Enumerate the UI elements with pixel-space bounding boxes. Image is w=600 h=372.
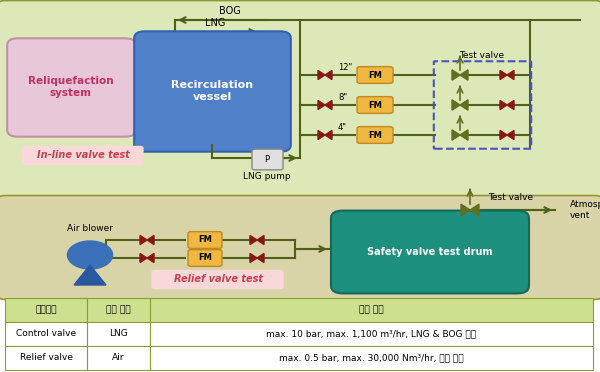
Polygon shape — [325, 100, 332, 109]
Polygon shape — [460, 130, 468, 140]
FancyBboxPatch shape — [0, 196, 600, 299]
Bar — [150, 322, 593, 346]
Text: Atmospheric
vent: Atmospheric vent — [570, 200, 600, 220]
Text: Safety valve test drum: Safety valve test drum — [367, 247, 493, 257]
Polygon shape — [452, 70, 460, 80]
Bar — [87, 322, 150, 346]
FancyBboxPatch shape — [0, 0, 600, 199]
Text: Air blower: Air blower — [67, 224, 113, 233]
Bar — [5, 346, 87, 370]
Text: Relief valve test: Relief valve test — [173, 274, 263, 284]
Text: Test valve: Test valve — [488, 193, 533, 202]
Polygon shape — [452, 130, 460, 140]
Polygon shape — [460, 100, 468, 110]
Text: LNG: LNG — [109, 330, 128, 339]
Text: FM: FM — [198, 253, 212, 263]
Polygon shape — [500, 131, 507, 140]
Text: 작동 유체: 작동 유체 — [106, 305, 131, 314]
FancyBboxPatch shape — [188, 232, 222, 248]
Polygon shape — [325, 131, 332, 140]
Polygon shape — [257, 235, 264, 244]
Text: LNG: LNG — [205, 18, 225, 28]
Text: Air: Air — [112, 353, 125, 362]
Polygon shape — [250, 235, 257, 244]
Text: FM: FM — [198, 235, 212, 244]
Text: 8": 8" — [338, 93, 347, 102]
Bar — [87, 346, 150, 370]
Polygon shape — [470, 204, 479, 216]
Polygon shape — [318, 100, 325, 109]
Text: BOG: BOG — [219, 6, 241, 16]
Polygon shape — [452, 100, 460, 110]
Polygon shape — [147, 235, 154, 244]
Text: 12": 12" — [338, 63, 352, 72]
FancyBboxPatch shape — [331, 211, 529, 294]
Text: Recirculation
vessel: Recirculation vessel — [171, 80, 253, 102]
Polygon shape — [74, 265, 106, 285]
Polygon shape — [140, 253, 147, 263]
Polygon shape — [460, 70, 468, 80]
Text: Test valve: Test valve — [460, 51, 505, 60]
Text: FM: FM — [368, 131, 382, 140]
FancyBboxPatch shape — [7, 38, 136, 137]
Polygon shape — [318, 70, 325, 80]
Text: Control valve: Control valve — [16, 330, 76, 339]
Text: FM: FM — [368, 71, 382, 80]
Text: Relief valve: Relief valve — [19, 353, 73, 362]
Text: P: P — [265, 154, 269, 164]
Text: In-line valve test: In-line valve test — [37, 150, 130, 160]
Bar — [5, 298, 87, 322]
Polygon shape — [140, 235, 147, 244]
Text: max. 10 bar, max. 1,100 m³/hr, LNG & BOG 회수: max. 10 bar, max. 1,100 m³/hr, LNG & BOG… — [266, 330, 476, 339]
Text: LNG pump: LNG pump — [243, 172, 291, 181]
Bar — [150, 298, 593, 322]
Polygon shape — [500, 70, 507, 80]
Polygon shape — [500, 100, 507, 109]
FancyBboxPatch shape — [188, 250, 222, 266]
Text: 시험 조건: 시험 조건 — [359, 305, 384, 314]
Bar — [5, 322, 87, 346]
Polygon shape — [257, 253, 264, 263]
Polygon shape — [507, 100, 514, 109]
FancyBboxPatch shape — [22, 146, 143, 165]
Text: 4": 4" — [338, 123, 347, 132]
Bar — [87, 298, 150, 322]
Text: Reliquefaction
system: Reliquefaction system — [28, 76, 114, 98]
Text: FM: FM — [368, 100, 382, 109]
Polygon shape — [147, 253, 154, 263]
FancyBboxPatch shape — [357, 67, 393, 83]
Polygon shape — [461, 204, 470, 216]
Polygon shape — [507, 131, 514, 140]
Polygon shape — [250, 253, 257, 263]
Text: max. 0.5 bar, max. 30,000 Nm³/hr, 대기 방출: max. 0.5 bar, max. 30,000 Nm³/hr, 대기 방출 — [279, 353, 464, 362]
Bar — [150, 346, 593, 370]
FancyBboxPatch shape — [151, 270, 284, 289]
Polygon shape — [318, 131, 325, 140]
Circle shape — [67, 241, 113, 269]
FancyBboxPatch shape — [357, 97, 393, 113]
Polygon shape — [507, 70, 514, 80]
Polygon shape — [325, 70, 332, 80]
Text: 시험대상: 시험대상 — [35, 305, 57, 314]
FancyBboxPatch shape — [357, 126, 393, 143]
FancyBboxPatch shape — [252, 149, 283, 170]
FancyBboxPatch shape — [134, 31, 291, 152]
